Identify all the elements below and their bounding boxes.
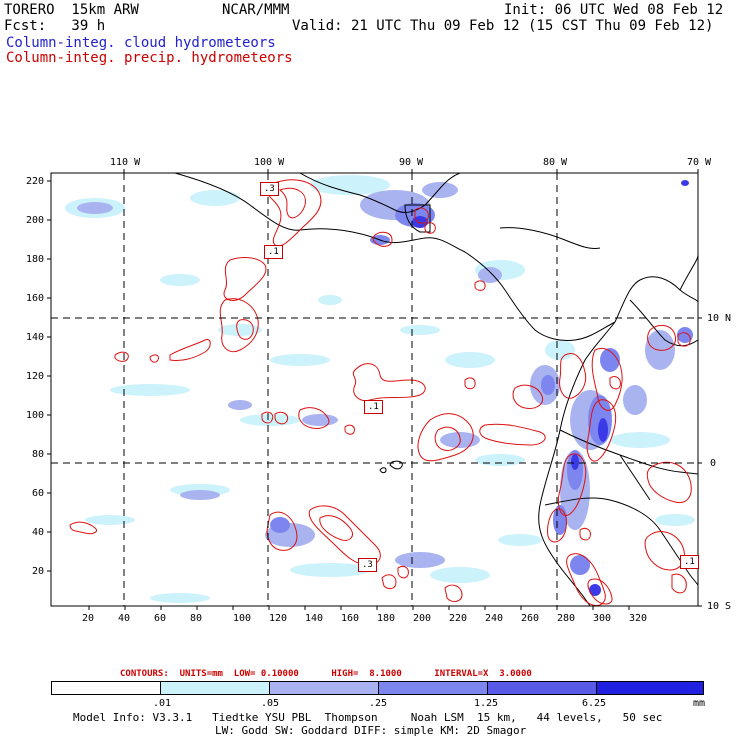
lon-label-100w: 100 W: [254, 157, 285, 168]
colorbar-label: .01: [153, 698, 172, 709]
y-tick-60: 60: [32, 488, 45, 499]
x-tick-180: 180: [377, 613, 396, 624]
contour-label: .3: [260, 182, 279, 196]
y-tick-100: 100: [26, 410, 45, 421]
colorbar-bin-3: [379, 682, 488, 694]
contour-label: .1: [364, 400, 383, 414]
y-tick-160: 160: [26, 293, 45, 304]
y-tick-40: 40: [32, 527, 45, 538]
init-time: Init: 06 UTC Wed 08 Feb 12: [504, 2, 724, 18]
y-tick-200: 200: [26, 215, 45, 226]
y-tick-20: 20: [32, 566, 45, 577]
y-tick-140: 140: [26, 332, 45, 343]
lat-label-10n: 10 N: [707, 313, 732, 324]
contour-label: .1: [680, 555, 699, 569]
colorbar-bin-4: [488, 682, 597, 694]
x-tick-80: 80: [190, 613, 203, 624]
x-tick-40: 40: [118, 613, 131, 624]
axis-tick-marks: [47, 169, 702, 610]
precip-contour-layer: [69, 179, 692, 606]
colorbar-units: mm: [693, 698, 706, 709]
model-info-line1: Model Info: V3.3.1 Tiedtke YSU PBL Thomp…: [73, 711, 663, 724]
x-tick-200: 200: [413, 613, 432, 624]
colorbar-label: .05: [261, 698, 280, 709]
y-tick-120: 120: [26, 371, 45, 382]
x-tick-300: 300: [593, 613, 612, 624]
model-title: TORERO 15km ARW: [4, 2, 139, 18]
valid-time: Valid: 21 UTC Thu 09 Feb 12 (15 CST Thu …: [292, 18, 714, 34]
cloud-field-title: Column-integ. cloud hydrometeors: [6, 35, 276, 51]
lon-label-80w: 80 W: [543, 157, 568, 168]
contour-label: .3: [358, 558, 377, 572]
forecast-hour: Fcst: 39 h: [4, 18, 106, 34]
x-tick-280: 280: [557, 613, 576, 624]
x-tick-20: 20: [82, 613, 95, 624]
x-tick-220: 220: [449, 613, 468, 624]
lon-label-110w: 110 W: [110, 157, 141, 168]
lat-label-0: 0: [710, 458, 717, 469]
y-tick-80: 80: [32, 449, 45, 460]
map-frame: [50, 172, 699, 607]
contour-label: .1: [264, 245, 283, 259]
lon-label-70w: 70 W: [687, 157, 712, 168]
x-tick-260: 260: [521, 613, 540, 624]
x-tick-120: 120: [269, 613, 288, 624]
colorbar: [51, 681, 704, 695]
x-tick-320: 320: [629, 613, 648, 624]
x-tick-140: 140: [305, 613, 324, 624]
colorbar-label: 6.25: [582, 698, 607, 709]
cloud-shading-layer: [65, 175, 695, 603]
colorbar-label: .25: [369, 698, 388, 709]
model-info-line2: LW: Godd SW: Goddard DIFF: simple KM: 2D…: [215, 724, 527, 737]
colorbar-bin-5: [597, 682, 703, 694]
organization-label: NCAR/MMM: [222, 2, 290, 18]
lat-label-10s: 10 S: [707, 601, 732, 612]
colorbar-bin-2: [270, 682, 379, 694]
x-tick-60: 60: [154, 613, 167, 624]
y-tick-220: 220: [26, 176, 45, 187]
x-tick-240: 240: [485, 613, 504, 624]
colorbar-label: 1.25: [474, 698, 499, 709]
precip-field-title: Column-integ. precip. hydrometeors: [6, 50, 293, 66]
contour-info: CONTOURS: UNITS=mm LOW= 0.10000 HIGH= 8.…: [120, 669, 532, 679]
x-tick-160: 160: [341, 613, 360, 624]
lon-label-90w: 90 W: [399, 157, 424, 168]
coastline-layer: [174, 173, 698, 606]
y-tick-180: 180: [26, 254, 45, 265]
colorbar-bin-0: [52, 682, 161, 694]
x-tick-100: 100: [233, 613, 252, 624]
colorbar-bin-1: [161, 682, 270, 694]
